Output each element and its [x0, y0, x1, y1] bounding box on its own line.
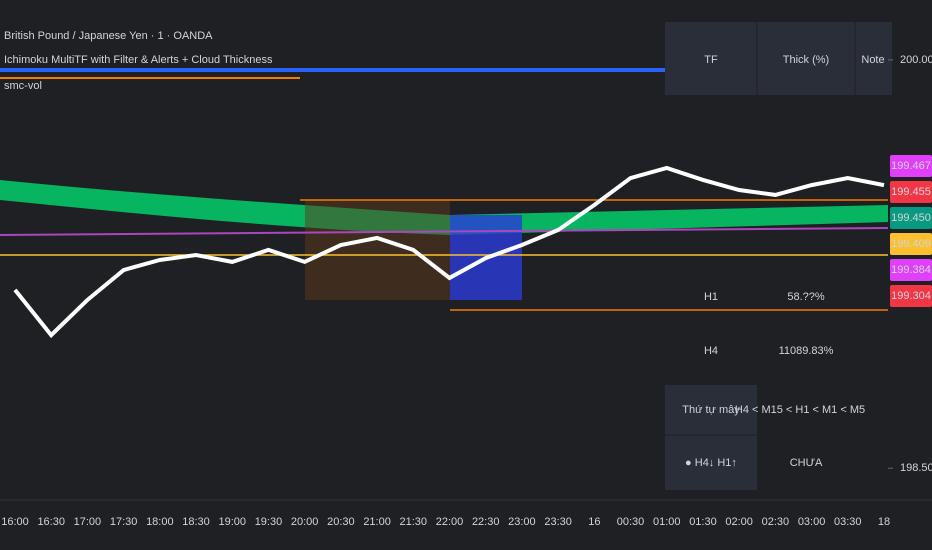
x-tick-label: 19:00 — [218, 516, 246, 528]
price-tag-label: 199.467 — [891, 160, 931, 172]
x-tick-label: 18:00 — [146, 516, 174, 528]
price-tag — [890, 207, 932, 229]
price-tag — [890, 285, 932, 307]
cloud — [0, 180, 888, 235]
table-cell: 11089.83% — [779, 345, 834, 357]
price-tag-label: 199.409 — [891, 238, 931, 250]
x-tick-label: 03:00 — [798, 516, 826, 528]
x-tick-label: 17:30 — [110, 516, 138, 528]
tables — [665, 22, 892, 490]
y-tick-label: 200.000 — [900, 54, 932, 66]
x-tick-label: 21:00 — [363, 516, 391, 528]
price-tag-label: 199.384 — [891, 264, 931, 276]
x-tick-label: 16:30 — [37, 516, 65, 528]
x-tick-label: 02:00 — [725, 516, 753, 528]
cloud-decor — [0, 68, 889, 311]
price-tag — [890, 181, 932, 203]
table-cell: Thứ tự mây — [682, 404, 740, 416]
price-tag — [890, 259, 932, 281]
x-tick-label: 01:30 — [689, 516, 717, 528]
price-tag-label: 199.455 — [891, 186, 931, 198]
x-tick-label: 16:00 — [1, 516, 29, 528]
level-line — [0, 227, 889, 236]
table-header: Note — [861, 54, 884, 66]
price-tag — [890, 233, 932, 255]
x-tick-label: 03:30 — [834, 516, 862, 528]
table-cell: H1 — [704, 291, 718, 303]
x-tick-label: 17:00 — [74, 516, 102, 528]
table-cell: H4 — [704, 345, 718, 357]
y-tick-label: 198.500 — [900, 462, 932, 474]
price-line — [13, 165, 885, 339]
indicator-label: Ichimoku MultiTF with Filter & Alerts + … — [4, 54, 273, 66]
x-tick-label: 21:30 — [400, 516, 428, 528]
table-bg — [665, 385, 757, 490]
x-tick-label: 20:30 — [327, 516, 355, 528]
table-cell: CHƯA — [790, 457, 823, 469]
table-cell: ● H4↓ H1↑ — [685, 457, 737, 469]
x-tick-label: 02:30 — [762, 516, 790, 528]
table-cell: H4 < M15 < H1 < M1 < M5 — [735, 404, 865, 416]
x-tick-label: 00:30 — [617, 516, 645, 528]
x-tick-label: 01:00 — [653, 516, 681, 528]
x-tick-label: 19:30 — [255, 516, 283, 528]
x-tick-label: 22:30 — [472, 516, 500, 528]
x-tick-label: 18:30 — [182, 516, 210, 528]
x-tick-label: 22:00 — [436, 516, 464, 528]
table-header: TF — [704, 54, 718, 66]
x-tick-label: 23:00 — [508, 516, 536, 528]
table-cell: 58.??% — [787, 291, 825, 303]
title: British Pound / Japanese Yen · 1 · OANDA — [4, 30, 213, 42]
table-header: Thick (%) — [783, 54, 829, 66]
price-tag — [890, 155, 932, 177]
price-tag-label: 199.304 — [891, 290, 931, 302]
x-tick-label: 23:30 — [544, 516, 572, 528]
table-bg — [665, 22, 892, 95]
x-tick-label: 20:00 — [291, 516, 319, 528]
x-tick-label: 18 — [878, 516, 890, 528]
x-tick-label: 16 — [588, 516, 600, 528]
price-tag-label: 199.450 — [891, 212, 931, 224]
indicator-label: smc-vol — [4, 80, 42, 92]
